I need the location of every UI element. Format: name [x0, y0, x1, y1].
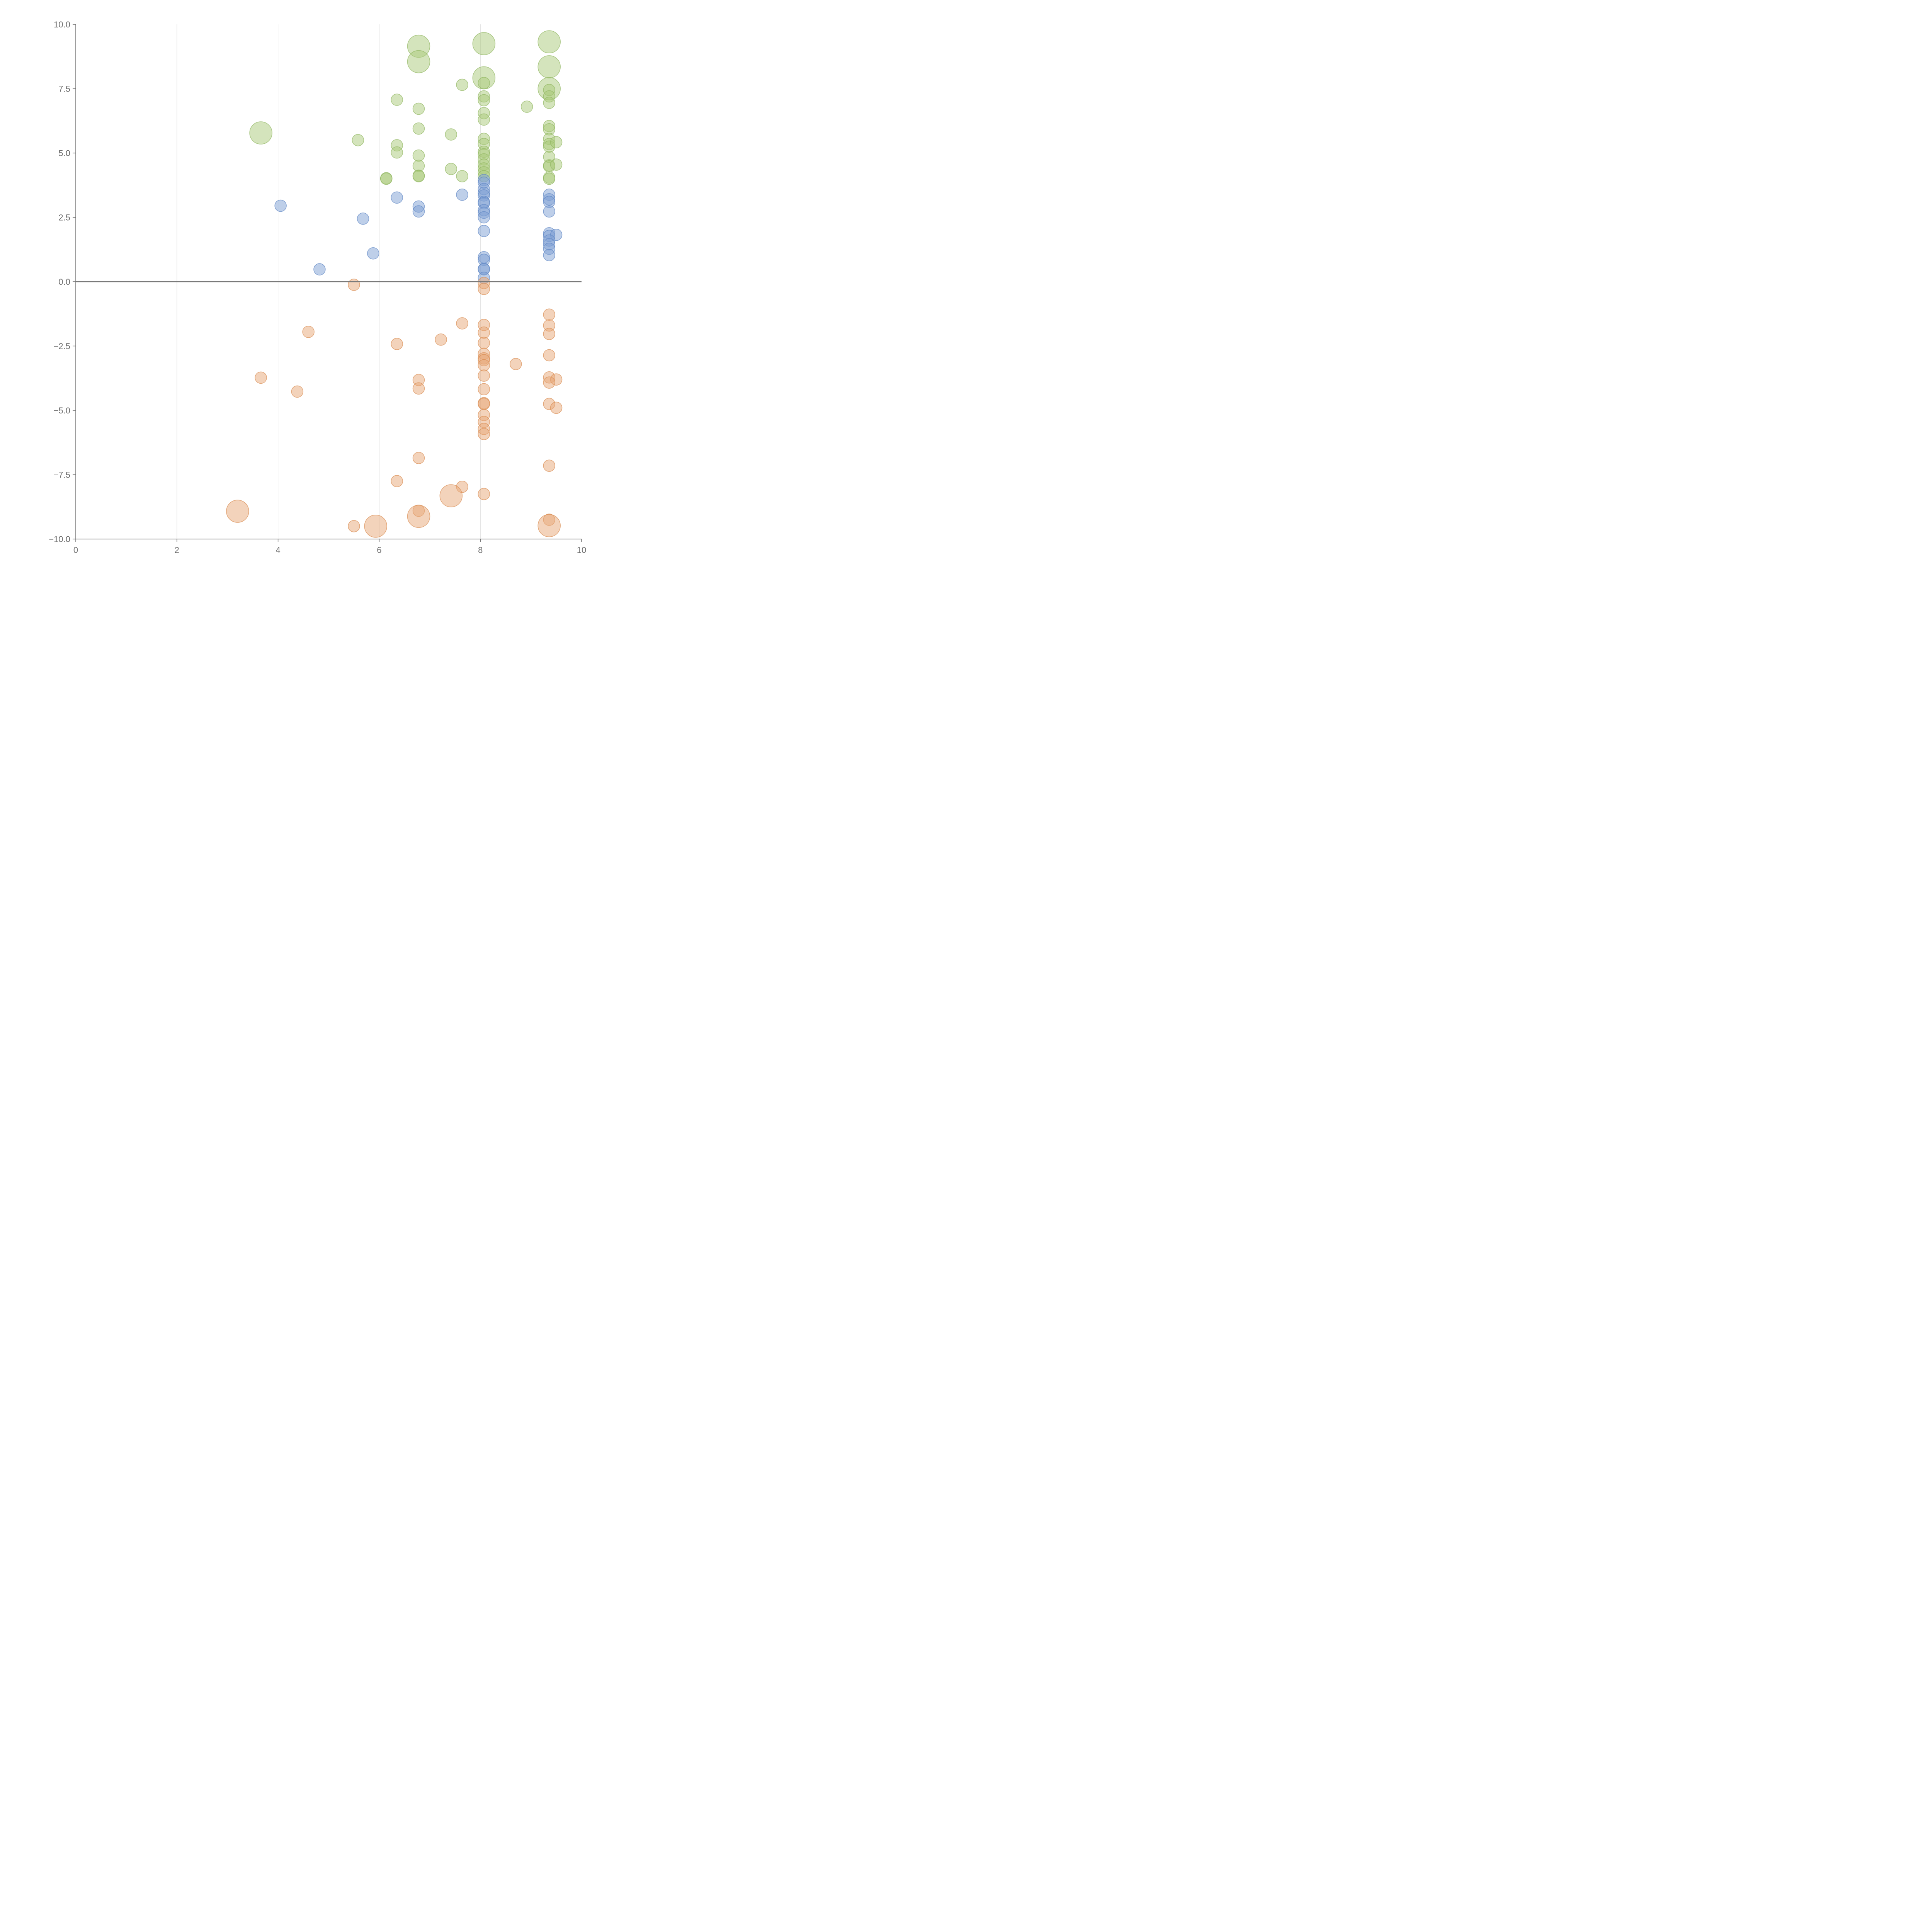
tick-layer: 0 2 4 6 8 10 10.0 7.5 5.0 2.5 0.0 −2.5 −5.0 −7.5 −10.0	[49, 20, 586, 555]
bubble-orange	[412, 452, 425, 464]
bubble-green	[391, 94, 403, 106]
bubble-green	[445, 163, 457, 175]
bubble-orange	[302, 326, 315, 338]
bubble-orange	[391, 338, 403, 350]
bubble-green	[456, 170, 468, 182]
bubble-green	[456, 78, 468, 91]
y-tick-label: 10.0	[54, 20, 70, 29]
bubble-orange	[391, 475, 403, 487]
bubble-green	[537, 55, 561, 78]
bubble-orange	[412, 382, 425, 395]
bubble-orange	[407, 505, 430, 528]
bubble-orange	[478, 369, 490, 382]
series-orange	[226, 277, 563, 538]
x-tick-label: 0	[73, 545, 78, 555]
bubble-orange	[478, 383, 490, 396]
bubble-blue	[391, 191, 403, 204]
y-tick-label: −5.0	[54, 406, 70, 415]
bubble-orange	[550, 401, 563, 414]
y-tick-label: −7.5	[54, 470, 70, 480]
y-tick-label: 0.0	[58, 277, 70, 287]
x-tick-label: 4	[276, 545, 280, 555]
bubble-green	[407, 50, 430, 73]
bubble-orange	[478, 398, 490, 410]
bubble-green	[412, 170, 425, 182]
bubble-green	[249, 121, 272, 145]
bubble-orange	[478, 337, 490, 349]
bubble-blue	[543, 205, 555, 218]
bubble-orange	[478, 428, 490, 440]
bubble-orange	[439, 484, 463, 507]
bubble-orange	[456, 317, 468, 330]
bubble-layer	[226, 30, 563, 538]
bubble-green	[412, 122, 425, 135]
bubble-orange	[348, 520, 360, 532]
y-tick-label: −10.0	[49, 534, 70, 544]
y-tick-label: 7.5	[58, 84, 70, 94]
bubble-green	[550, 136, 563, 148]
bubble-green	[478, 77, 490, 89]
bubble-blue	[412, 205, 425, 218]
bubble-orange	[435, 333, 447, 346]
series-green	[249, 30, 563, 185]
bubble-green	[520, 100, 533, 113]
bubble-blue	[357, 213, 369, 225]
bubble-blue	[456, 189, 468, 201]
bubble-green	[445, 128, 457, 141]
bubble-orange	[478, 488, 490, 500]
bubble-orange	[291, 385, 304, 398]
bubble-green	[543, 172, 555, 185]
bubble-orange	[543, 308, 555, 321]
bubble-orange	[226, 500, 249, 523]
bubble-blue	[274, 199, 287, 212]
bubble-green	[352, 134, 364, 146]
x-tick-label: 6	[377, 545, 381, 555]
bubble-green	[472, 32, 496, 55]
bubble-green	[550, 158, 563, 171]
bubble-green	[478, 94, 490, 107]
bubble-green	[391, 146, 403, 159]
bubble-orange	[543, 376, 555, 389]
x-tick-label: 2	[175, 545, 179, 555]
y-tick-label: −2.5	[54, 342, 70, 351]
bubble-orange	[543, 349, 555, 362]
bubble-green	[412, 149, 425, 162]
y-tick-label: 2.5	[58, 213, 70, 223]
axis-layer	[75, 24, 582, 539]
series-blue	[274, 174, 563, 284]
y-tick-label: 5.0	[58, 148, 70, 158]
bubble-green	[380, 172, 393, 185]
bubble-blue	[313, 263, 326, 276]
bubble-orange	[510, 358, 522, 370]
bubble-orange	[348, 279, 360, 291]
bubble-orange	[478, 327, 490, 339]
bubble-orange	[537, 514, 561, 537]
bubble-green	[543, 97, 555, 109]
bubble-orange	[543, 328, 555, 340]
bubble-orange	[543, 459, 555, 472]
bubble-blue	[367, 247, 379, 260]
bubble-green	[537, 30, 561, 54]
chart-canvas: 0 2 4 6 8 10 10.0 7.5 5.0 2.5 0.0 −2.5 −5.0 −7.5 −10.0	[49, 20, 586, 555]
x-tick-label: 8	[478, 545, 483, 555]
bubble-blue	[478, 225, 490, 237]
bubble-blue	[543, 249, 555, 262]
bubble-orange	[478, 359, 490, 372]
bubble-orange	[364, 514, 387, 538]
bubble-green	[412, 102, 425, 115]
bubble-orange	[478, 282, 490, 295]
bubble-chart: 0 2 4 6 8 10 10.0 7.5 5.0 2.5 0.0 −2.5 −5.0 −7.5 −10.0	[0, 0, 603, 603]
x-tick-label: 10	[577, 545, 586, 555]
bubble-green	[478, 113, 490, 126]
bubble-blue	[478, 211, 490, 224]
bubble-orange	[255, 371, 267, 384]
